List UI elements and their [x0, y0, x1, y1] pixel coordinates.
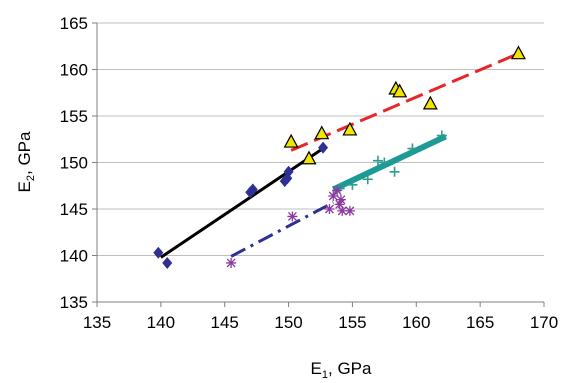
fit-line-2 — [290, 53, 517, 152]
point-s1-2 — [162, 256, 173, 269]
point-s4-1 — [226, 257, 237, 268]
x-tick-label-145: 145 — [211, 313, 239, 332]
point-s3-3 — [362, 174, 373, 185]
point-s2-4 — [342, 121, 358, 136]
y-tick-label-165: 165 — [60, 14, 88, 33]
y-tick-labels: 135 140 145 150 155 160 165 — [60, 14, 88, 312]
point-s2-3 — [314, 125, 330, 140]
x-tick-label-150: 150 — [274, 313, 302, 332]
point-s1-4 — [247, 183, 258, 196]
axes — [92, 22, 545, 307]
grid-lines — [97, 22, 544, 303]
point-s1-8 — [318, 141, 329, 154]
y-axis-title: E2, GPa — [15, 131, 37, 192]
point-s4-8 — [344, 205, 355, 216]
x-axis-title: E1, GPa — [311, 359, 372, 381]
x-tick-label-155: 155 — [338, 313, 366, 332]
point-s3-6 — [389, 166, 400, 177]
point-s3-4 — [372, 155, 383, 166]
y-tick-label-135: 135 — [60, 293, 88, 312]
point-s4-3 — [324, 204, 335, 214]
point-s2-8 — [510, 45, 526, 60]
x-tick-label-140: 140 — [147, 313, 175, 332]
point-s4-2 — [287, 211, 298, 222]
point-s3-7 — [407, 143, 418, 154]
point-s4-6 — [334, 199, 345, 210]
point-s4-7 — [337, 205, 348, 216]
fit-line-1 — [160, 146, 326, 259]
y-tick-label-155: 155 — [60, 107, 88, 126]
point-s3-5 — [379, 157, 390, 168]
y-tick-label-140: 140 — [60, 247, 88, 266]
y-tick-label-150: 150 — [60, 154, 88, 173]
data-points — [153, 45, 526, 269]
point-s3-2 — [347, 179, 358, 190]
x-tick-labels: 135 140 145 150 155 160 165 170 — [83, 313, 558, 332]
point-s4-9 — [335, 194, 346, 205]
x-tick-label-170: 170 — [530, 313, 558, 332]
point-s3-8 — [436, 130, 447, 141]
point-s2-7 — [422, 95, 438, 110]
fit-line-4 — [230, 201, 334, 258]
x-tick-label-165: 165 — [466, 313, 494, 332]
point-s4-4 — [328, 190, 339, 201]
point-s2-6 — [392, 83, 408, 98]
point-s1-1 — [153, 246, 164, 259]
x-tick-label-135: 135 — [83, 313, 111, 332]
fit-lines — [160, 53, 517, 259]
point-s4-5 — [332, 185, 343, 196]
x-tick-label-160: 160 — [402, 313, 430, 332]
point-s1-7 — [283, 165, 294, 178]
y-tick-label-145: 145 — [60, 200, 88, 219]
point-s2-2 — [301, 150, 317, 165]
y-tick-label-160: 160 — [60, 61, 88, 80]
point-s2-1 — [283, 133, 299, 148]
